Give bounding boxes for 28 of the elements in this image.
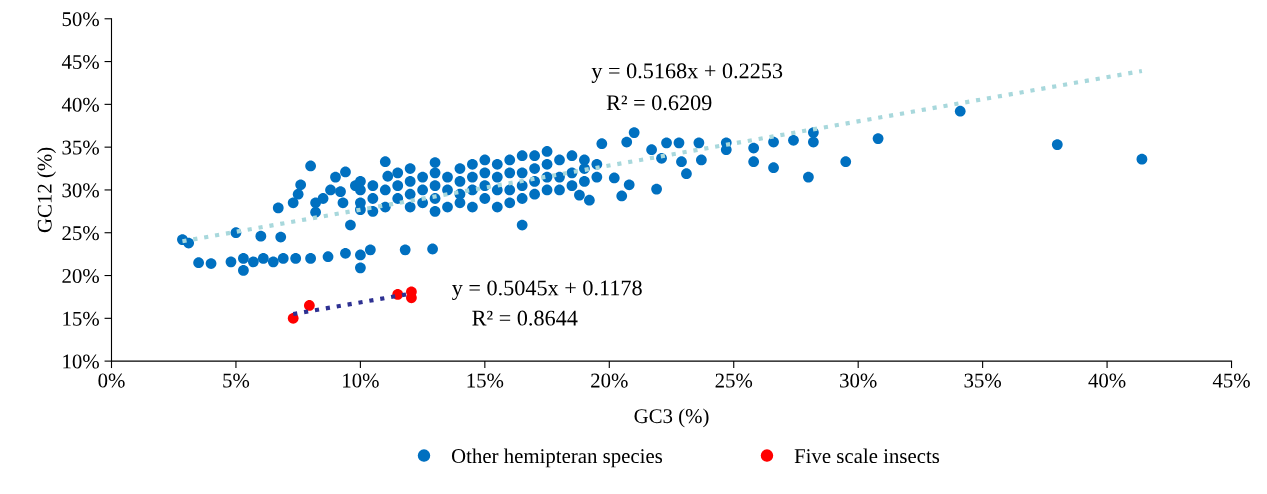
x-tick-label: 15% [467, 373, 504, 388]
y-tick-label: 45% [61, 54, 99, 70]
point [303, 300, 315, 311]
y-axis-title: GC12 (%) [37, 147, 56, 233]
annotation: y = 0.5045x + 0.1178 [452, 280, 642, 300]
y-tick-label: 50% [62, 12, 99, 27]
x-tick-label: 0% [98, 373, 125, 388]
x-tick-label: 40% [1088, 373, 1126, 388]
annotation: y = 0.5168x + 0.2253 [591, 63, 783, 83]
x-tick-label: 45% [1212, 373, 1250, 388]
y-tick-label: 20% [62, 268, 99, 284]
x-tick-label: 20% [591, 373, 628, 388]
annotation: R² = 0.6209 [606, 95, 712, 111]
y-tick-label: 40% [61, 97, 99, 112]
y-tick-label: 30% [62, 183, 99, 198]
x-tick-label: 25% [715, 373, 753, 388]
x-tick-label: 10% [343, 373, 379, 388]
y-tick-label: 10% [63, 354, 99, 369]
legend-label: Five scale insects [794, 448, 940, 464]
annotation: R² = 0.8644 [472, 310, 578, 326]
x-tick-label: 35% [964, 373, 1002, 388]
y-tick-label: 25% [62, 226, 99, 241]
x-axis-title: GC3 (%) [634, 408, 709, 428]
legend-label: Other hemipteran species [451, 448, 663, 468]
y-tick-label: 15% [63, 311, 99, 326]
x-tick-label: 5% [223, 373, 250, 388]
x-tick-label: 30% [840, 373, 877, 388]
y-tick-label: 35% [62, 140, 99, 155]
